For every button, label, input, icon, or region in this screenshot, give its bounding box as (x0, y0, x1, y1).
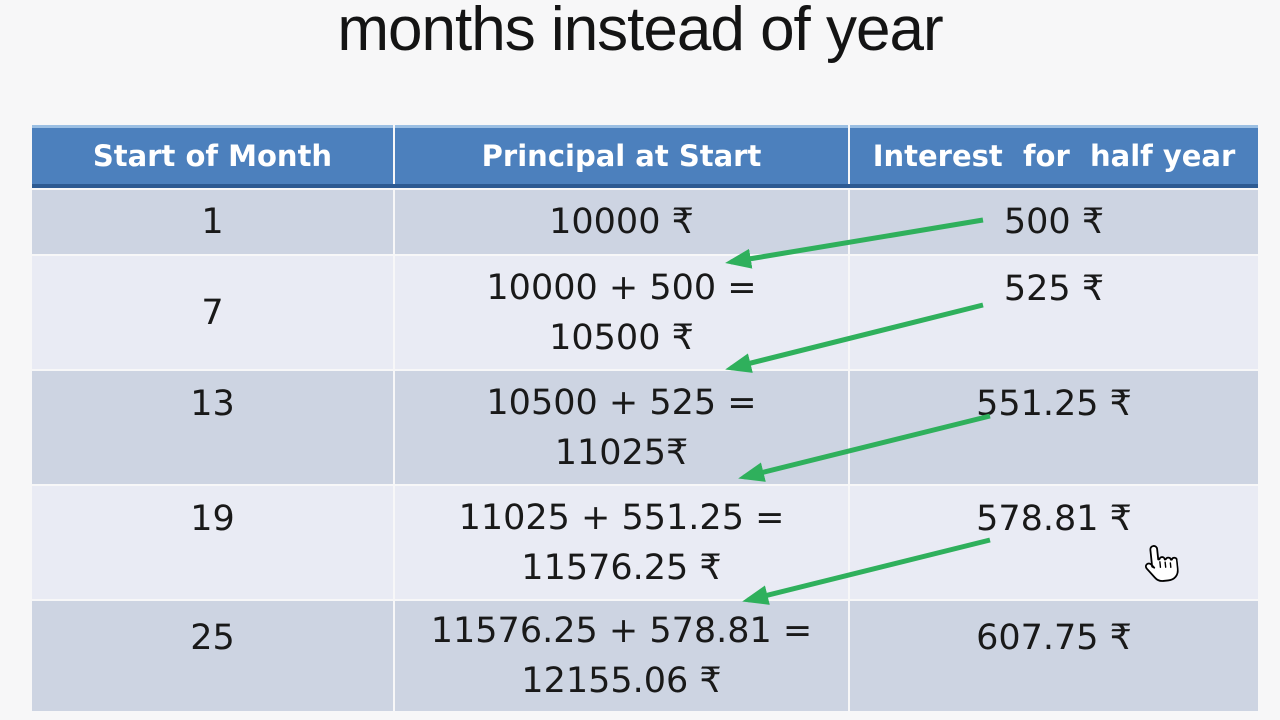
cell-principal: 10000 ₹ (395, 190, 848, 254)
table-body: 1 10000 ₹ 500 ₹ 7 10000 + 500 = 10500 ₹ 5… (32, 190, 1258, 711)
cell-principal: 10500 + 525 = 11025₹ (395, 371, 848, 484)
cell-month: 13 (32, 371, 393, 484)
cell-interest: 500 ₹ (850, 190, 1258, 254)
interest-table: Start of Month Principal at Start Intere… (32, 125, 1258, 711)
cell-month: 25 (32, 601, 393, 711)
col-header-start-of-month: Start of Month (32, 125, 393, 184)
cell-principal: 10000 + 500 = 10500 ₹ (395, 256, 848, 369)
col-header-interest-half-year: Interest for half year (850, 125, 1258, 184)
table-header-row: Start of Month Principal at Start Intere… (32, 125, 1258, 188)
cell-principal: 11576.25 + 578.81 = 12155.06 ₹ (395, 601, 848, 711)
cell-month: 19 (32, 486, 393, 599)
cell-interest: 607.75 ₹ (850, 601, 1258, 711)
cell-interest: 551.25 ₹ (850, 371, 1258, 484)
cell-month: 7 (32, 256, 393, 369)
cell-principal: 11025 + 551.25 = 11576.25 ₹ (395, 486, 848, 599)
page-title: months instead of year (337, 0, 943, 64)
cell-month: 1 (32, 190, 393, 254)
cursor-hand-icon (1144, 545, 1179, 582)
cell-interest: 525 ₹ (850, 256, 1258, 369)
cell-interest: 578.81 ₹ (850, 486, 1258, 599)
col-header-principal-at-start: Principal at Start (395, 125, 848, 184)
